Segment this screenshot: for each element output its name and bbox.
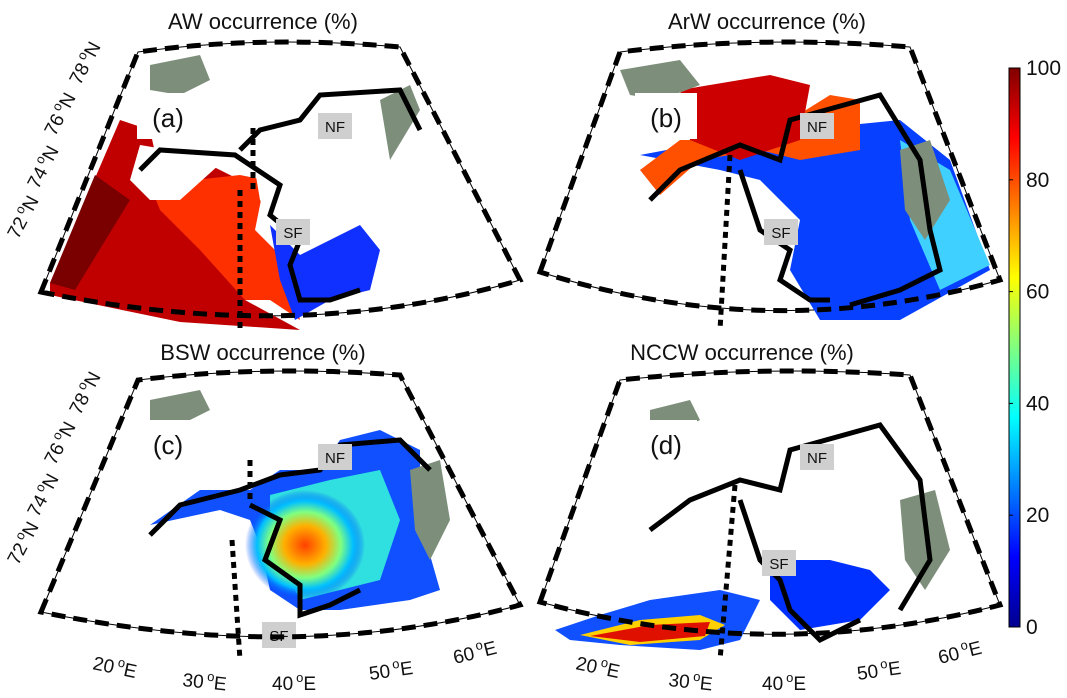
colorbar-tick-label: 80 bbox=[1026, 169, 1049, 192]
lon-label-60: 60oE bbox=[450, 634, 499, 669]
front-label-sf: SF bbox=[769, 556, 788, 573]
colorbar: 0 20 40 60 80 100 bbox=[1008, 57, 1061, 639]
lon-labels: 20oE 30 oE 40 oE 50oE 60oE bbox=[574, 634, 984, 696]
panel-label-box bbox=[635, 93, 697, 139]
lat-label-76: 76oN bbox=[37, 88, 80, 140]
panel-b: ArW occurrence (%) (b) NF SF bbox=[536, 9, 1004, 331]
land-novaya-zemlya bbox=[380, 85, 420, 160]
lon-label-40: 40 oE bbox=[272, 670, 316, 695]
land-svalbard bbox=[150, 55, 210, 95]
lat-label-76: 76oN bbox=[37, 417, 80, 469]
colorbar-tick-label: 0 bbox=[1026, 616, 1038, 639]
lat-label-72: 72oN bbox=[0, 517, 43, 569]
section-line bbox=[717, 154, 733, 331]
front-line bbox=[148, 437, 432, 537]
front-label-box bbox=[764, 219, 798, 245]
front-label-nf: NF bbox=[325, 119, 345, 136]
lon-label-20: 20oE bbox=[574, 649, 622, 683]
front-line bbox=[648, 422, 933, 612]
map-frame bbox=[536, 39, 1004, 314]
lon-label-40: 40 oE bbox=[762, 670, 806, 695]
lon-labels: 20oE 30 oE 40 oE 50oE 60oE bbox=[91, 634, 499, 696]
lat-label-74: 74oN bbox=[20, 141, 63, 193]
front-label-box bbox=[800, 444, 834, 470]
lat-label-74: 74oN bbox=[20, 469, 63, 521]
lon-label-50: 50oE bbox=[855, 654, 902, 685]
front-line bbox=[737, 499, 862, 644]
section-line bbox=[229, 539, 243, 661]
lat-label-72: 72oN bbox=[0, 191, 43, 243]
nccw-field-low bbox=[770, 560, 890, 630]
lon-label-30: 30 oE bbox=[181, 666, 227, 695]
colorbar-tick-label: 60 bbox=[1026, 281, 1049, 304]
front-label-sf: SF bbox=[771, 225, 790, 242]
section-line bbox=[717, 484, 738, 661]
front-label-box bbox=[318, 444, 352, 470]
front-label-sf: SF bbox=[283, 225, 302, 242]
panel-title: ArW occurrence (%) bbox=[668, 9, 866, 34]
bsw-field-high bbox=[245, 490, 365, 600]
map-frame bbox=[536, 368, 1004, 637]
front-label-nf: NF bbox=[807, 119, 827, 136]
arw-field-max bbox=[680, 75, 810, 160]
front-line bbox=[648, 92, 943, 308]
front-line bbox=[238, 87, 423, 152]
colorbar-tick-label: 40 bbox=[1026, 392, 1049, 415]
panel-label: (c) bbox=[153, 430, 183, 460]
map-frame bbox=[37, 39, 524, 319]
panel-label-box bbox=[137, 93, 199, 139]
colorbar-tick-label: 20 bbox=[1026, 504, 1049, 527]
lon-label-60: 60oE bbox=[935, 634, 984, 669]
aw-field-clear bbox=[130, 145, 230, 200]
colorbar-ramp bbox=[1008, 67, 1021, 628]
panel-title: BSW occurrence (%) bbox=[160, 340, 365, 365]
panel-label: (a) bbox=[152, 103, 184, 133]
panel-label: (b) bbox=[650, 103, 682, 133]
land-novaya-zemlya bbox=[410, 460, 450, 560]
panel-title: NCCW occurrence (%) bbox=[630, 340, 854, 365]
panel-label-box bbox=[137, 420, 199, 466]
front-line bbox=[737, 169, 830, 303]
land-svalbard bbox=[150, 390, 210, 425]
lat-label-78: 78oN bbox=[62, 37, 105, 89]
panel-label-box bbox=[635, 420, 697, 466]
panel-d: NCCW occurrence (%) (d) NF SF 20oE 30 oE … bbox=[536, 340, 1004, 696]
lon-label-50: 50oE bbox=[367, 654, 414, 685]
lon-label-30: 30 oE bbox=[667, 666, 713, 695]
front-label-nf: NF bbox=[807, 450, 827, 467]
lat-label-78: 78oN bbox=[62, 367, 105, 419]
panel-c: BSW occurrence (%) (c) NF SF 78oN 76oN 7… bbox=[0, 340, 524, 696]
front-label-box bbox=[762, 550, 796, 576]
aw-field-max bbox=[50, 175, 130, 290]
front-label-box bbox=[800, 113, 834, 139]
nccw-field-high bbox=[590, 622, 710, 642]
panel-a: AW occurrence (%) (a) NF SF 78oN 76oN 74… bbox=[0, 9, 524, 330]
panel-label: (d) bbox=[650, 430, 682, 460]
front-label-box bbox=[276, 219, 310, 245]
front-line bbox=[248, 502, 362, 619]
lon-label-20: 20oE bbox=[91, 649, 139, 683]
map-frame bbox=[37, 368, 524, 640]
aw-field-high bbox=[150, 175, 300, 320]
colorbar-tick-label: 100 bbox=[1026, 57, 1061, 80]
front-label-box bbox=[318, 113, 352, 139]
panel-title: AW occurrence (%) bbox=[168, 9, 358, 34]
front-label-nf: NF bbox=[325, 450, 345, 467]
colorbar-ticks: 0 20 40 60 80 100 bbox=[1009, 57, 1061, 639]
land-svalbard bbox=[620, 60, 700, 100]
